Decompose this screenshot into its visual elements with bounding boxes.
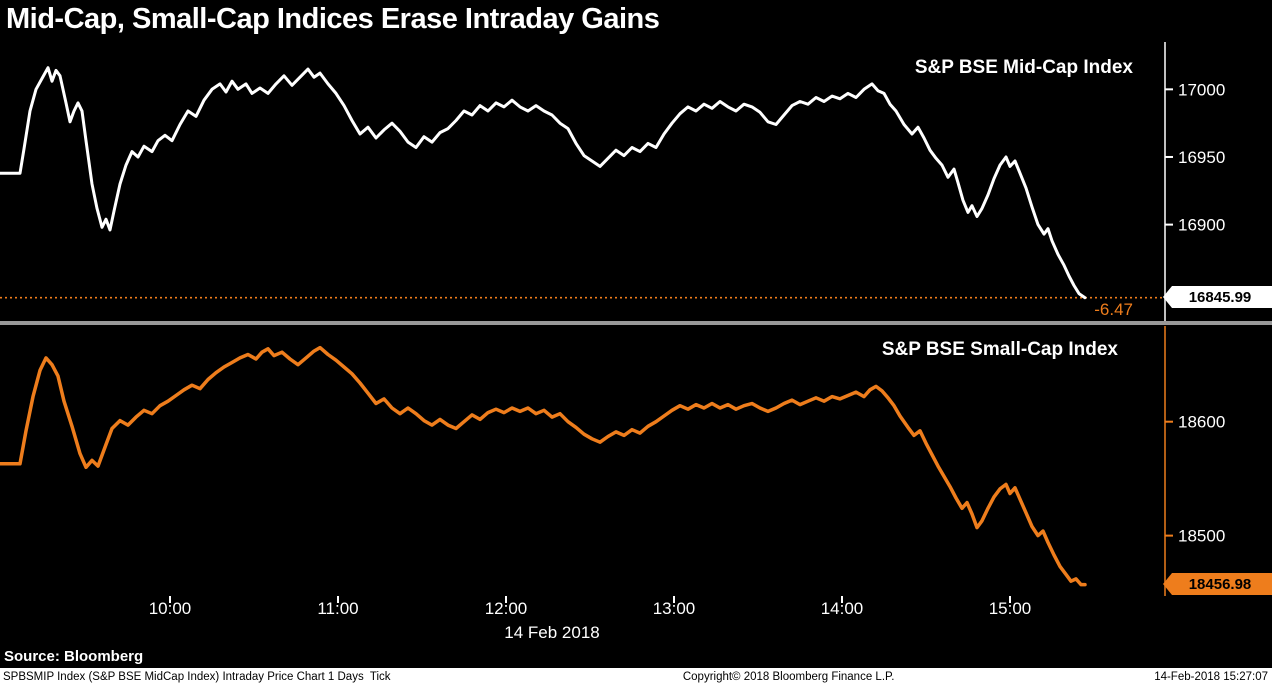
midcap-series-label: S&P BSE Mid-Cap Index xyxy=(914,57,1133,78)
x-axis-date-label: 14 Feb 2018 xyxy=(504,623,600,642)
page-title: Mid-Cap, Small-Cap Indices Erase Intrada… xyxy=(6,3,660,35)
y-tick-label: 17000 xyxy=(1178,80,1225,99)
x-tick-label: 11:00 xyxy=(317,599,359,618)
y-tick-label: 18500 xyxy=(1178,527,1225,546)
midcap-last-price: 16845.99 xyxy=(1188,288,1252,306)
midcap-net-change: -6.47 xyxy=(1094,300,1133,319)
x-tick-label: 12:00 xyxy=(484,599,528,618)
x-tick-label: 13:00 xyxy=(652,599,696,618)
x-tick-mark xyxy=(337,596,339,603)
midcap-price-line xyxy=(0,66,1087,300)
x-tick-label: 15:00 xyxy=(988,599,1032,618)
panel-divider xyxy=(0,321,1272,325)
footer-copyright: Copyright© 2018 Bloomberg Finance L.P. xyxy=(682,671,895,683)
smallcap-last-price-badge: 18456.98 xyxy=(1163,573,1272,595)
x-tick-mark xyxy=(1009,596,1011,603)
x-tick-mark xyxy=(841,596,843,603)
x-tick-label: 14:00 xyxy=(820,599,864,618)
x-tick-mark xyxy=(673,596,675,603)
smallcap-price-line xyxy=(0,345,1087,587)
smallcap-chart-panel: 18600 18500 xyxy=(0,326,1225,596)
source-label: Source: Bloomberg xyxy=(4,648,144,665)
footer-description: SPBSMIP Index (S&P BSE MidCap Index) Int… xyxy=(3,671,391,683)
y-tick-label: 18600 xyxy=(1178,413,1225,432)
midcap-chart-panel: 17000 16950 16900 xyxy=(0,42,1225,322)
x-tick-mark xyxy=(505,596,507,603)
smallcap-series-label: S&P BSE Small-Cap Index xyxy=(881,339,1118,360)
x-tick-label: 10:00 xyxy=(148,599,192,618)
midcap-last-price-badge: 16845.99 xyxy=(1163,286,1272,308)
y-tick-label: 16950 xyxy=(1178,148,1225,167)
footer-timestamp: 14-Feb-2018 15:27:07 xyxy=(1154,671,1268,683)
smallcap-last-price: 18456.98 xyxy=(1188,575,1252,593)
y-tick-label: 16900 xyxy=(1178,216,1225,235)
footer-strip: SPBSMIP Index (S&P BSE MidCap Index) Int… xyxy=(0,668,1272,688)
x-tick-mark xyxy=(169,596,171,603)
